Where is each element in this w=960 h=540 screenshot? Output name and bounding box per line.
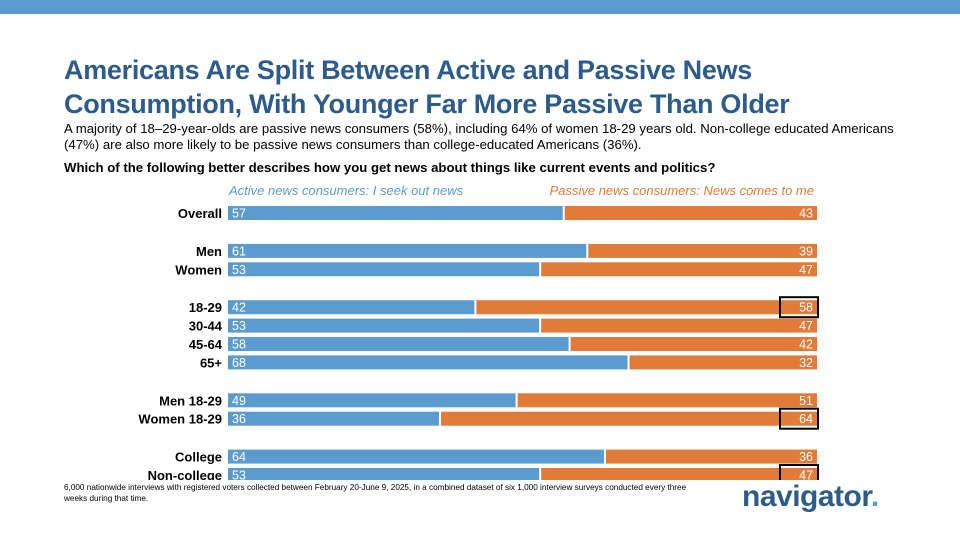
navigator-logo: navigator.	[742, 480, 879, 514]
bar-passive	[605, 449, 817, 464]
value-label-active: 42	[232, 301, 246, 315]
value-label-active: 53	[232, 469, 246, 481]
value-label-passive: 64	[799, 412, 813, 426]
value-label-passive: 47	[799, 319, 813, 333]
value-label-passive: 51	[799, 394, 813, 408]
row-label: Women 18-29	[138, 412, 222, 427]
row-label: Overall	[178, 206, 222, 221]
legend-active: Active news consumers: I seek out news	[228, 183, 464, 198]
bar-passive	[541, 468, 817, 480]
row-label: Men 18-29	[159, 393, 222, 408]
bar-active	[228, 411, 440, 426]
value-label-passive: 43	[799, 207, 813, 221]
bar-active	[228, 243, 587, 258]
bar-passive	[476, 300, 817, 315]
stacked-bar-chart: Active news consumers: I seek out news Pa…	[138, 183, 819, 481]
value-label-active: 68	[232, 356, 246, 370]
row-label: Men	[196, 244, 222, 259]
row-label: 18-29	[189, 300, 222, 315]
value-label-active: 58	[232, 338, 246, 352]
bar-passive	[541, 318, 817, 333]
value-label-active: 53	[232, 263, 246, 277]
value-label-passive: 42	[799, 338, 813, 352]
value-label-passive: 36	[799, 450, 813, 464]
bar-active	[228, 449, 604, 464]
bar-passive	[570, 337, 817, 351]
bar-active	[228, 262, 540, 277]
value-label-passive: 58	[799, 301, 813, 315]
bar-active	[228, 355, 628, 370]
bar-passive	[541, 262, 817, 277]
bar-active	[228, 468, 540, 480]
logo-dot: .	[870, 480, 879, 513]
bar-active	[228, 300, 475, 315]
value-label-active: 53	[232, 319, 246, 333]
value-label-active: 61	[232, 244, 246, 258]
bar-active	[228, 393, 516, 408]
highlight-box	[779, 464, 819, 480]
bar-passive	[517, 393, 817, 408]
logo-text: navigator	[742, 480, 871, 513]
title-line-1: Americans Are Split Between Active and P…	[64, 55, 752, 85]
value-label-passive: 47	[799, 263, 813, 277]
value-label-passive: 32	[799, 356, 813, 370]
bar-active	[228, 206, 563, 220]
row-label: 65+	[200, 355, 222, 370]
page-title: Americans Are Split Between Active and P…	[64, 53, 924, 121]
subtitle: A majority of 18–29-year-olds are passiv…	[64, 121, 894, 152]
row-label: Women	[175, 262, 222, 277]
row-label: College	[175, 450, 222, 465]
bar-active	[228, 318, 540, 333]
row-label: 30-44	[189, 319, 223, 334]
bar-passive	[588, 243, 817, 258]
highlight-box	[779, 296, 819, 319]
row-label: 45-64	[189, 337, 223, 352]
highlight-box	[779, 407, 819, 430]
bar-passive	[629, 355, 817, 370]
value-label-active: 36	[232, 412, 246, 426]
title-line-2: Consumption, With Younger Far More Passi…	[64, 89, 790, 119]
bar-active	[228, 337, 569, 351]
value-label-active: 49	[232, 394, 246, 408]
footnote: 6,000 nationwide interviews with registe…	[64, 483, 687, 503]
value-label-passive: 47	[799, 469, 813, 481]
value-label-passive: 39	[799, 244, 813, 258]
top-band	[0, 0, 960, 14]
legend-passive: Passive news consumers: News comes to me	[550, 183, 814, 198]
value-label-active: 57	[232, 207, 246, 221]
survey-question: Which of the following better describes …	[64, 160, 716, 175]
bar-passive	[564, 206, 817, 220]
row-label: Non-college	[148, 468, 222, 480]
value-label-active: 64	[232, 450, 246, 464]
bar-passive	[441, 411, 817, 426]
